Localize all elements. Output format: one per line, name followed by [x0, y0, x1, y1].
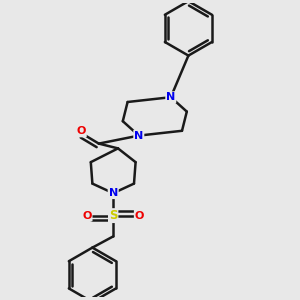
Text: O: O	[135, 211, 144, 220]
Text: S: S	[109, 209, 117, 222]
Text: O: O	[82, 211, 92, 220]
Text: O: O	[76, 126, 86, 136]
Text: N: N	[166, 92, 176, 102]
Text: N: N	[109, 188, 118, 198]
Text: N: N	[134, 130, 143, 141]
